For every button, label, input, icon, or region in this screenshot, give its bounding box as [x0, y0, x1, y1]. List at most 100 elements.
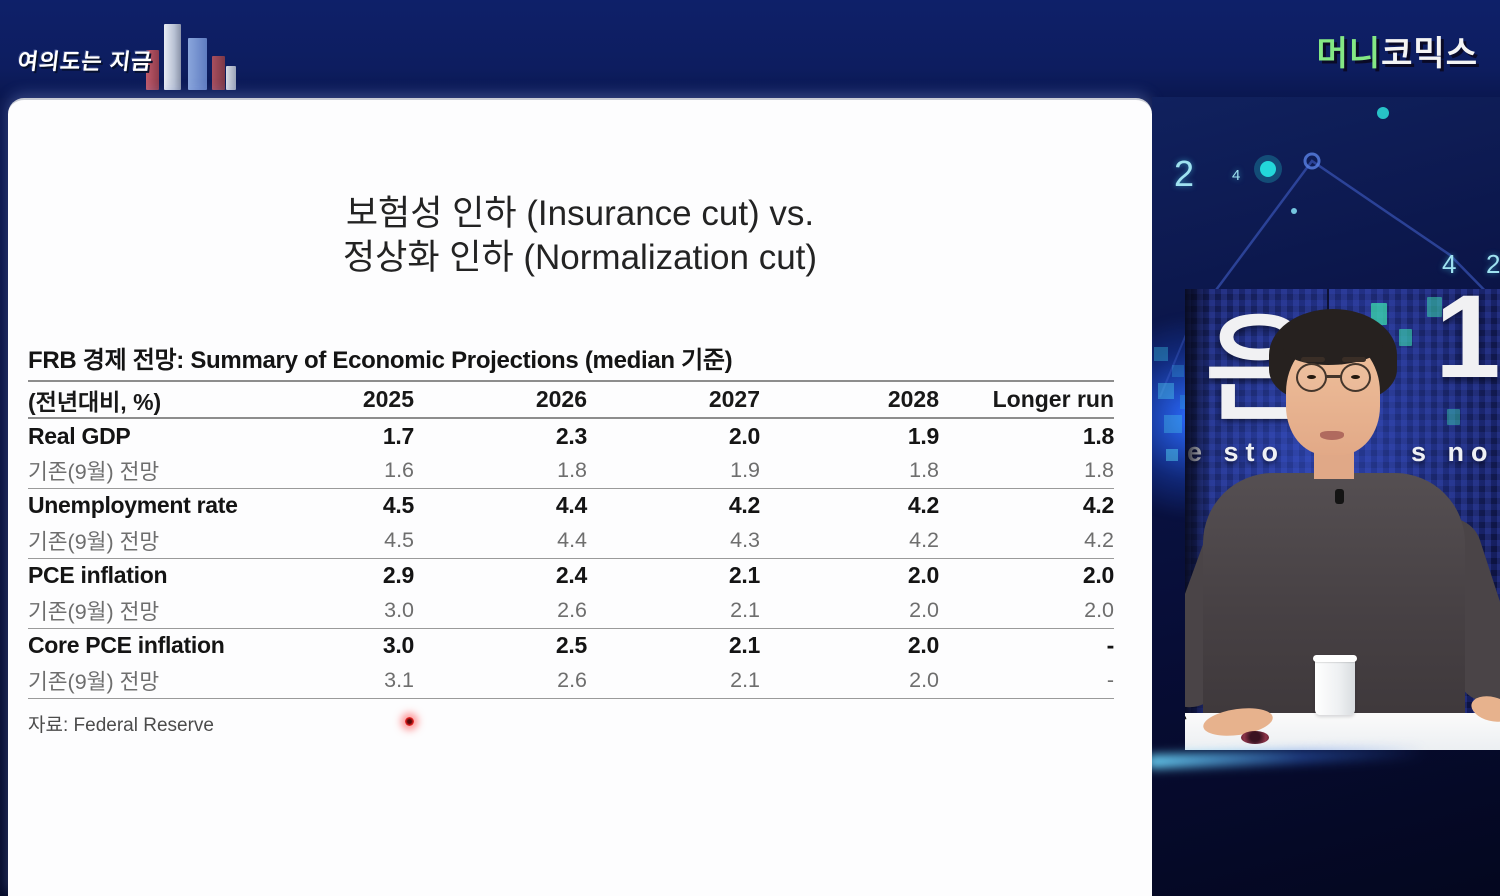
- column-header: (전년대비, %): [28, 388, 162, 415]
- cell: 2.0: [907, 562, 939, 589]
- cell: 3.0: [384, 597, 414, 622]
- presenter-hair-fringe: [1283, 327, 1383, 365]
- cell: 1.7: [382, 422, 414, 449]
- presenter-eyebrow: [1342, 357, 1366, 362]
- backdrop-number: 4: [1232, 167, 1241, 184]
- cell: -: [1106, 667, 1114, 692]
- network-logo-white: 코믹스: [1381, 35, 1478, 73]
- cell: 3.0: [382, 632, 414, 659]
- channel-logo: 여의도는 지금: [16, 4, 256, 96]
- cell: 4.4: [557, 527, 587, 552]
- cell: 2.0: [907, 632, 939, 659]
- cell: 2.1: [730, 597, 760, 622]
- table-row: 기존(9월) 전망 3.1 2.6 2.1 2.0 -: [28, 663, 1114, 698]
- cell: 3.1: [384, 667, 414, 692]
- table-row: 기존(9월) 전망 3.0 2.6 2.1 2.0 2.0: [28, 593, 1114, 628]
- row-label: 기존(9월) 전망: [28, 529, 160, 554]
- presenter-clicker: [1241, 731, 1269, 744]
- building-tower: [226, 66, 236, 90]
- cell: 4.2: [1084, 527, 1114, 552]
- table-row: Core PCE inflation 3.0 2.5 2.1 2.0 -: [28, 628, 1114, 663]
- cell: 1.9: [907, 422, 939, 449]
- row-label: 기존(9월) 전망: [28, 669, 160, 694]
- led-tile: [1447, 409, 1460, 425]
- network-logo-green: 머니: [1316, 35, 1382, 73]
- cell: 2.0: [1082, 562, 1114, 589]
- cell: 1.8: [1084, 457, 1114, 482]
- cell: 4.5: [384, 527, 414, 552]
- program-title: 여의도는 지금: [16, 49, 154, 74]
- cell: 2.1: [728, 632, 760, 659]
- laser-pointer-dot: [405, 717, 414, 726]
- column-header: Longer run: [992, 386, 1114, 412]
- building-tower: [164, 24, 181, 90]
- backdrop-number: 2: [1174, 153, 1195, 194]
- cell: 2.3: [555, 422, 587, 449]
- led-tile: [1399, 329, 1412, 346]
- cell: 4.2: [1082, 492, 1114, 519]
- row-label: Unemployment rate: [28, 492, 238, 519]
- economic-projections-table: (전년대비, %) 2025 2026 2027 2028 Longer run…: [28, 380, 1114, 699]
- cell: 2.0: [1084, 597, 1114, 622]
- cell: 1.6: [384, 457, 414, 482]
- slide-title-line1: 보험성 인하 (Insurance cut) vs.: [345, 194, 815, 233]
- cell: 2.6: [557, 597, 587, 622]
- cell: 2.1: [730, 667, 760, 692]
- table-row: Unemployment rate 4.5 4.4 4.2 4.2 4.2: [28, 488, 1114, 523]
- cell: 1.8: [557, 457, 587, 482]
- cell: 4.2: [909, 527, 939, 552]
- row-label: 기존(9월) 전망: [28, 599, 160, 624]
- network-logo: 머니코믹스: [1317, 26, 1478, 75]
- cell: 1.8: [909, 457, 939, 482]
- backdrop-number: 4: [1442, 249, 1457, 279]
- presenter-eyebrow: [1301, 357, 1325, 362]
- glasses-bridge: [1326, 375, 1341, 378]
- cell: 2.0: [909, 597, 939, 622]
- paper-cup: [1313, 655, 1357, 715]
- presenter: [1185, 289, 1500, 750]
- table-header-row: (전년대비, %) 2025 2026 2027 2028 Longer run: [28, 381, 1114, 418]
- webcam-video: 은 1 e sto s no: [1185, 289, 1500, 750]
- cell: 2.1: [728, 562, 760, 589]
- backdrop-glyph: 1: [1435, 289, 1500, 403]
- building-tower: [188, 38, 207, 90]
- led-tile: [1427, 297, 1442, 317]
- slide-title: 보험성 인하 (Insurance cut) vs. 정상화 인하 (Norma…: [8, 192, 1152, 280]
- row-label: Core PCE inflation: [28, 632, 225, 659]
- cell: 1.9: [730, 457, 760, 482]
- backdrop-text: s no: [1411, 437, 1495, 467]
- cell: 2.4: [555, 562, 587, 589]
- cell: 2.9: [382, 562, 414, 589]
- slide-title-line2: 정상화 인하 (Normalization cut): [342, 238, 818, 277]
- cell: -: [1106, 632, 1115, 659]
- cell: 4.2: [728, 492, 760, 519]
- cell: 1.8: [1082, 422, 1114, 449]
- presenter-eye: [1351, 375, 1360, 379]
- buildings-illustration: [136, 8, 246, 96]
- row-label: Real GDP: [28, 422, 131, 449]
- presentation-slide: 보험성 인하 (Insurance cut) vs. 정상화 인하 (Norma…: [8, 98, 1152, 896]
- cell: 2.0: [728, 422, 760, 449]
- table-row: 기존(9월) 전망 1.6 1.8 1.9 1.8 1.8: [28, 453, 1114, 488]
- cell: 2.5: [555, 632, 587, 659]
- cell: 2.6: [557, 667, 587, 692]
- column-header: 2028: [887, 386, 939, 412]
- backdrop-number: 2: [1486, 249, 1500, 279]
- table-row: Real GDP 1.7 2.3 2.0 1.9 1.8: [28, 418, 1114, 453]
- studio-panel: 2 4 4 2 은 1 e sto s no: [1152, 97, 1500, 896]
- source-note: 자료: Federal Reserve: [28, 715, 214, 736]
- lavalier-mic: [1335, 489, 1344, 504]
- building-tower: [146, 50, 159, 90]
- cell: 2.0: [909, 667, 939, 692]
- table-caption: FRB 경제 전망: Summary of Economic Projectio…: [28, 347, 733, 374]
- column-header: 2026: [535, 386, 587, 412]
- presenter-mouth: [1320, 431, 1344, 440]
- cell: 4.3: [730, 527, 760, 552]
- column-header: 2025: [362, 386, 414, 412]
- cell: 4.2: [907, 492, 939, 519]
- cell: 4.4: [555, 492, 587, 519]
- table-row: 기존(9월) 전망 4.5 4.4 4.3 4.2 4.2: [28, 523, 1114, 558]
- cell: 4.5: [382, 492, 414, 519]
- table-row: PCE inflation 2.9 2.4 2.1 2.0 2.0: [28, 558, 1114, 593]
- row-label: 기존(9월) 전망: [28, 459, 160, 484]
